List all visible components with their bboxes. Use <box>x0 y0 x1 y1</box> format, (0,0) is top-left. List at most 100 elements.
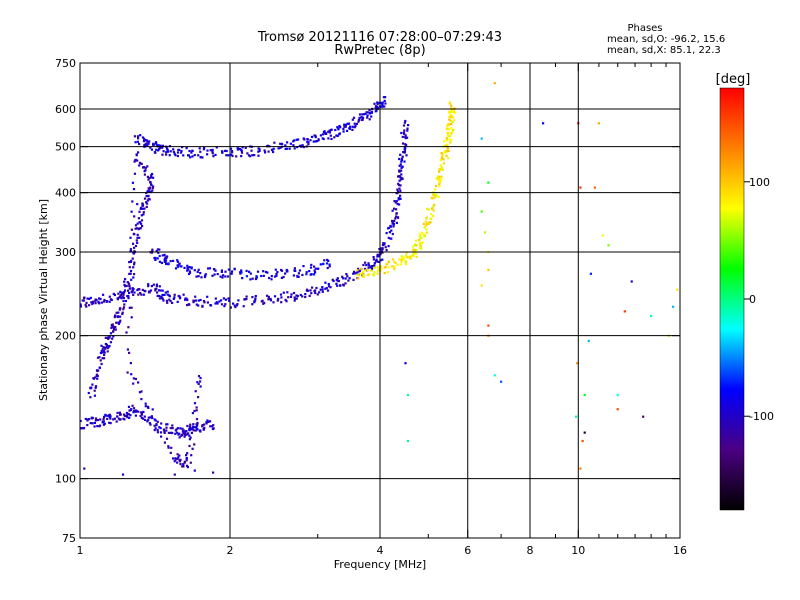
echo-point <box>132 276 135 279</box>
echo-point <box>142 211 145 214</box>
echo-point <box>607 244 610 247</box>
echo-point <box>139 411 143 414</box>
echo-point <box>156 428 159 432</box>
echo-point <box>88 297 91 300</box>
echo-point <box>126 371 129 374</box>
echo-point <box>166 301 169 304</box>
echo-point <box>438 179 442 183</box>
echo-point <box>420 231 423 234</box>
echo-point <box>134 414 137 417</box>
echo-point <box>123 280 126 283</box>
echo-point <box>418 238 421 242</box>
echo-point <box>92 377 95 380</box>
echo-point <box>189 436 192 439</box>
echo-point <box>125 414 129 417</box>
echo-point <box>288 147 291 150</box>
echo-point <box>162 428 165 431</box>
echo-point <box>451 121 454 124</box>
echo-point <box>140 413 144 416</box>
echo-point <box>356 272 359 275</box>
echo-point <box>81 299 84 302</box>
echo-point <box>109 415 112 418</box>
echo-point <box>142 166 145 169</box>
echo-point <box>196 381 199 384</box>
echo-point <box>140 416 143 419</box>
echo-point <box>284 298 287 301</box>
echo-point <box>231 154 234 158</box>
echo-point <box>191 447 194 450</box>
echo-point <box>144 169 147 172</box>
echo-point <box>190 151 193 154</box>
echo-point <box>89 396 92 399</box>
echo-point <box>419 233 422 236</box>
echo-point <box>130 278 133 281</box>
echo-point <box>321 137 324 140</box>
echo-point <box>201 156 204 159</box>
echo-point <box>121 291 124 294</box>
echo-point <box>415 255 418 258</box>
echo-point <box>447 122 450 125</box>
echo-point <box>105 345 108 348</box>
echo-point <box>400 160 403 163</box>
echo-point <box>296 295 299 298</box>
echo-point <box>131 200 134 203</box>
echo-point <box>347 279 350 282</box>
echo-point <box>449 141 452 144</box>
echo-point <box>154 287 157 291</box>
echo-point <box>402 131 405 134</box>
echo-point <box>257 150 260 153</box>
echo-point <box>212 155 215 158</box>
echo-point <box>143 137 146 140</box>
echo-point <box>138 288 141 291</box>
echo-point <box>399 263 402 266</box>
echo-point <box>124 278 127 281</box>
echo-point <box>144 290 147 293</box>
echo-point <box>576 362 579 365</box>
echo-point <box>169 300 172 303</box>
echo-point <box>142 410 145 413</box>
echo-point <box>89 296 92 299</box>
echo-point <box>111 337 114 340</box>
echo-point <box>208 267 211 270</box>
echo-point <box>178 432 181 435</box>
echo-point <box>106 336 109 339</box>
echo-point <box>430 217 433 220</box>
echo-point <box>352 272 355 275</box>
echo-point <box>182 431 185 434</box>
echo-point <box>150 183 153 186</box>
echo-point <box>314 267 317 270</box>
echo-point <box>119 294 122 297</box>
echo-point <box>356 270 359 273</box>
echo-point <box>385 263 388 266</box>
echo-point <box>113 417 116 420</box>
echo-point <box>402 124 406 127</box>
echo-point <box>623 310 626 313</box>
echo-point <box>293 296 296 299</box>
echo-point <box>116 298 119 301</box>
echo-point <box>233 268 236 271</box>
echo-point <box>163 260 166 263</box>
echo-point <box>376 270 380 273</box>
echo-point <box>397 182 400 185</box>
echo-point <box>171 431 174 435</box>
echo-point <box>119 315 122 318</box>
echo-point <box>349 125 352 128</box>
echo-point <box>186 452 189 455</box>
echo-point <box>357 118 360 122</box>
echo-point <box>342 283 345 286</box>
echo-point <box>173 152 176 155</box>
echo-point <box>280 301 283 304</box>
echo-point <box>169 451 172 454</box>
echo-point <box>392 225 395 228</box>
echo-point <box>158 285 161 288</box>
echo-point <box>376 272 379 275</box>
echo-point <box>376 102 379 106</box>
echo-point <box>454 111 457 114</box>
echo-point <box>353 272 356 275</box>
echo-point <box>123 289 127 292</box>
echo-point <box>116 415 119 418</box>
echo-point <box>370 115 373 118</box>
echo-point <box>119 290 122 293</box>
echo-point <box>368 118 371 121</box>
echo-point <box>344 277 347 280</box>
